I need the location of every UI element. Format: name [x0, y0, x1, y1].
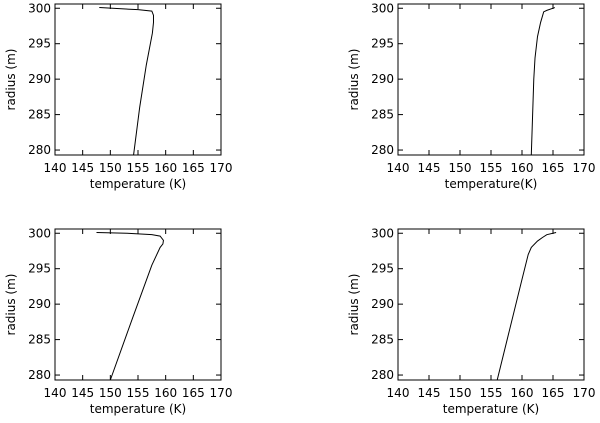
y-tick-label: 280 [28, 368, 51, 382]
x-tick-label: 150 [99, 386, 122, 400]
x-tick-label: 140 [387, 386, 410, 400]
x-tick-label: 170 [573, 386, 596, 400]
temperature-profile-line [99, 7, 154, 156]
y-tick-label: 300 [371, 226, 394, 240]
y-tick-label: 290 [28, 72, 51, 86]
plot-frame [397, 3, 585, 156]
x-tick-label: 165 [542, 161, 565, 175]
tick-marks [397, 229, 585, 380]
panel-top-left: 140 145 150 155 160 165 170 280 285 290 295 300 te… [4, 1, 232, 191]
y-tick-label: 300 [371, 1, 394, 15]
x-tick-label: 165 [182, 161, 205, 175]
y-tick-label: 285 [371, 333, 394, 347]
x-tick-label: 155 [127, 386, 150, 400]
x-tick-label: 170 [210, 161, 233, 175]
x-tick-label: 145 [418, 161, 441, 175]
x-tick-label: 160 [511, 161, 534, 175]
temperature-profile-line [496, 232, 557, 381]
x-tick-label: 160 [511, 386, 534, 400]
y-axis-label: radius (m) [347, 274, 361, 336]
tick-marks [54, 229, 222, 380]
tick-marks [54, 4, 222, 155]
x-axis-label: temperature (K) [90, 177, 186, 191]
y-tick-label: 300 [28, 1, 51, 15]
plot-frame [54, 3, 222, 156]
x-tick-label: 165 [542, 386, 565, 400]
y-tick-labels: 280 285 290 295 300 [28, 226, 51, 382]
y-tick-label: 285 [28, 333, 51, 347]
y-tick-label: 280 [371, 368, 394, 382]
y-tick-label: 295 [28, 262, 51, 276]
y-tick-label: 290 [371, 297, 394, 311]
y-axis-label: radius (m) [4, 274, 18, 336]
y-tick-label: 295 [371, 37, 394, 51]
y-tick-label: 300 [28, 226, 51, 240]
x-tick-label: 140 [387, 161, 410, 175]
x-tick-label: 170 [573, 161, 596, 175]
x-tick-label: 155 [480, 386, 503, 400]
y-axis-label: radius (m) [347, 49, 361, 111]
x-tick-label: 155 [127, 161, 150, 175]
y-tick-labels: 280 285 290 295 300 [371, 226, 394, 382]
x-tick-label: 140 [44, 386, 67, 400]
x-tick-labels: 140 145 150 155 160 165 170 [387, 386, 596, 400]
y-tick-label: 295 [28, 37, 51, 51]
y-tick-labels: 280 285 290 295 300 [371, 1, 394, 157]
y-tick-label: 285 [28, 108, 51, 122]
x-tick-label: 140 [44, 161, 67, 175]
x-tick-labels: 140 145 150 155 160 165 170 [387, 161, 596, 175]
x-tick-label: 150 [449, 161, 472, 175]
temperature-profile-line [530, 7, 556, 156]
x-axis-label: temperature (K) [90, 402, 186, 416]
y-tick-label: 290 [371, 72, 394, 86]
x-tick-label: 160 [154, 161, 177, 175]
x-tick-label: 145 [71, 386, 94, 400]
y-axis-label: radius (m) [4, 49, 18, 111]
panel-bottom-right: 140 145 150 155 160 165 170 280 285 290 295 300 te… [347, 226, 595, 416]
x-tick-label: 145 [418, 386, 441, 400]
panel-bottom-left: 140 145 150 155 160 165 170 280 285 290 295 300 te… [4, 226, 232, 416]
x-tick-label: 145 [71, 161, 94, 175]
panel-top-right: 140 145 150 155 160 165 170 280 285 290 295 300 te… [347, 1, 595, 191]
x-axis-label: temperature (K) [443, 402, 539, 416]
x-tick-label: 165 [182, 386, 205, 400]
x-tick-label: 170 [210, 386, 233, 400]
x-tick-labels: 140 145 150 155 160 165 170 [44, 386, 233, 400]
plot-frame [397, 228, 585, 381]
x-tick-labels: 140 145 150 155 160 165 170 [44, 161, 233, 175]
x-tick-label: 160 [154, 386, 177, 400]
y-tick-label: 295 [371, 262, 394, 276]
y-tick-labels: 280 285 290 295 300 [28, 1, 51, 157]
temperature-profile-line [96, 232, 164, 381]
x-tick-label: 150 [99, 161, 122, 175]
y-tick-label: 280 [371, 143, 394, 157]
y-tick-label: 290 [28, 297, 51, 311]
y-tick-label: 285 [371, 108, 394, 122]
x-axis-label: temperature(K) [445, 177, 538, 191]
x-tick-label: 155 [480, 161, 503, 175]
x-tick-label: 150 [449, 386, 472, 400]
tick-marks [397, 4, 585, 155]
y-tick-label: 280 [28, 143, 51, 157]
